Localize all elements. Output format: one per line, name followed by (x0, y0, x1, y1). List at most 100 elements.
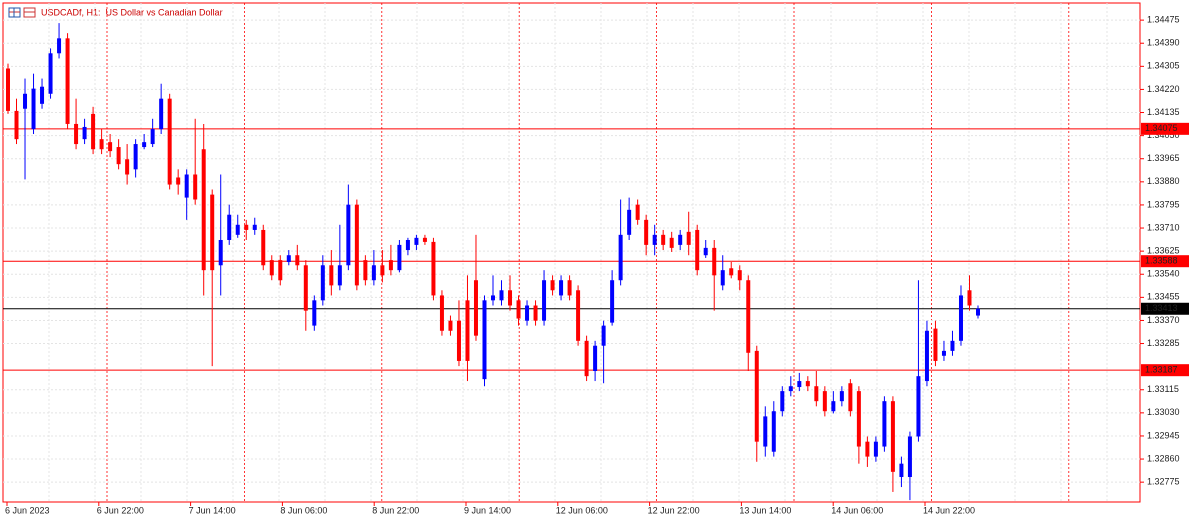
candle-body (388, 260, 393, 271)
candle-body (82, 126, 87, 140)
candle-body (797, 381, 802, 388)
plot-frame (2, 2, 1141, 503)
candle-body (678, 234, 683, 245)
candle-body (371, 265, 376, 281)
candle-body (848, 383, 853, 412)
candle-body (635, 204, 640, 220)
candle-body (278, 260, 283, 281)
candle-body (244, 224, 249, 230)
x-tick-label: 12 Jun 22:00 (648, 505, 700, 515)
candle-body (48, 53, 53, 94)
candle-body (890, 401, 895, 472)
candle-body (6, 68, 10, 111)
level-label: 1.33588 (1145, 256, 1178, 266)
x-tick-label: 14 Jun 06:00 (831, 505, 883, 515)
candle-body (456, 320, 461, 361)
candle-body (431, 241, 436, 296)
candle-body (23, 93, 28, 109)
y-tick-label: 1.33965 (1147, 153, 1180, 163)
x-tick-label: 6 Jun 22:00 (97, 505, 144, 515)
candle-body (184, 174, 189, 198)
candle-body (74, 123, 79, 145)
candle-body (822, 391, 827, 412)
candle-body (439, 295, 444, 331)
candle-body (780, 391, 785, 412)
candle-body (703, 247, 708, 256)
candle-body (210, 194, 215, 271)
y-tick-label: 1.32860 (1147, 453, 1180, 463)
y-tick-label: 1.32775 (1147, 477, 1180, 487)
chart-title: USDCADf, H1: US Dollar vs Canadian Dolla… (41, 7, 223, 17)
x-tick-label: 9 Jun 14:00 (464, 505, 511, 515)
y-tick-label: 1.34475 (1147, 14, 1180, 24)
candle-body (473, 280, 478, 336)
candle-body (218, 239, 223, 266)
candle-body (907, 436, 912, 477)
candle-body (320, 265, 325, 301)
chart-icon (8, 7, 36, 18)
candle-body (465, 300, 470, 361)
x-tick-label: 6 Jun 2023 (5, 505, 50, 515)
y-tick-label: 1.34050 (1147, 130, 1180, 140)
level-tag (1141, 302, 1189, 315)
candle-body (712, 247, 717, 276)
candle-body (235, 224, 240, 235)
candle-body (601, 325, 606, 346)
candle-body (618, 234, 623, 281)
candle-body (491, 295, 495, 301)
candle-body (516, 300, 521, 319)
candle-body (397, 244, 402, 271)
x-tick-label: 12 Jun 06:00 (556, 505, 608, 515)
candle-body (422, 237, 427, 242)
candle-body (508, 290, 513, 306)
candle-body (916, 376, 921, 437)
candle-body (788, 386, 793, 392)
candle-body (133, 144, 138, 170)
candle-body (329, 265, 334, 286)
candle-body (201, 149, 206, 271)
y-tick-label: 1.33370 (1147, 315, 1180, 325)
candles (6, 23, 980, 501)
candle-body (686, 231, 691, 245)
candle-body (176, 177, 181, 185)
candle-body (108, 142, 113, 152)
candle-body (814, 386, 819, 402)
candle-body (533, 305, 538, 321)
level-tag (1141, 364, 1189, 377)
candle-body (933, 328, 938, 361)
candle-body (252, 224, 257, 230)
y-tick-label: 1.33710 (1147, 222, 1180, 232)
x-tick-label: 7 Jun 14:00 (189, 505, 236, 515)
y-tick-label: 1.33540 (1147, 269, 1180, 279)
candle-body (482, 300, 487, 380)
candle-body (584, 340, 589, 377)
candle-body (125, 159, 130, 175)
candle-body (729, 268, 734, 276)
candle-body (839, 391, 844, 402)
candle-body (669, 237, 674, 248)
candle-body (627, 209, 632, 235)
level-tag (1141, 255, 1189, 268)
candle-body (661, 234, 666, 245)
candle-body (831, 401, 836, 412)
candle-body (550, 280, 555, 291)
candle-body (559, 280, 564, 296)
candle-body (695, 229, 700, 271)
candle-body (856, 391, 861, 447)
level-label: 1.33187 (1145, 365, 1178, 375)
candle-body (354, 204, 359, 286)
y-tick-label: 1.34305 (1147, 61, 1180, 71)
y-tick-label: 1.34390 (1147, 38, 1180, 48)
y-tick-label: 1.34220 (1147, 84, 1180, 94)
candle-body (771, 411, 776, 452)
candle-body (499, 290, 504, 301)
candle-body (865, 441, 870, 457)
candle-body (150, 129, 155, 145)
candle-body (525, 305, 530, 321)
candle-body (286, 255, 291, 263)
candle-body (14, 110, 19, 140)
candle-body (746, 280, 751, 353)
candle-body (65, 38, 70, 124)
y-tick-label: 1.33285 (1147, 338, 1180, 348)
